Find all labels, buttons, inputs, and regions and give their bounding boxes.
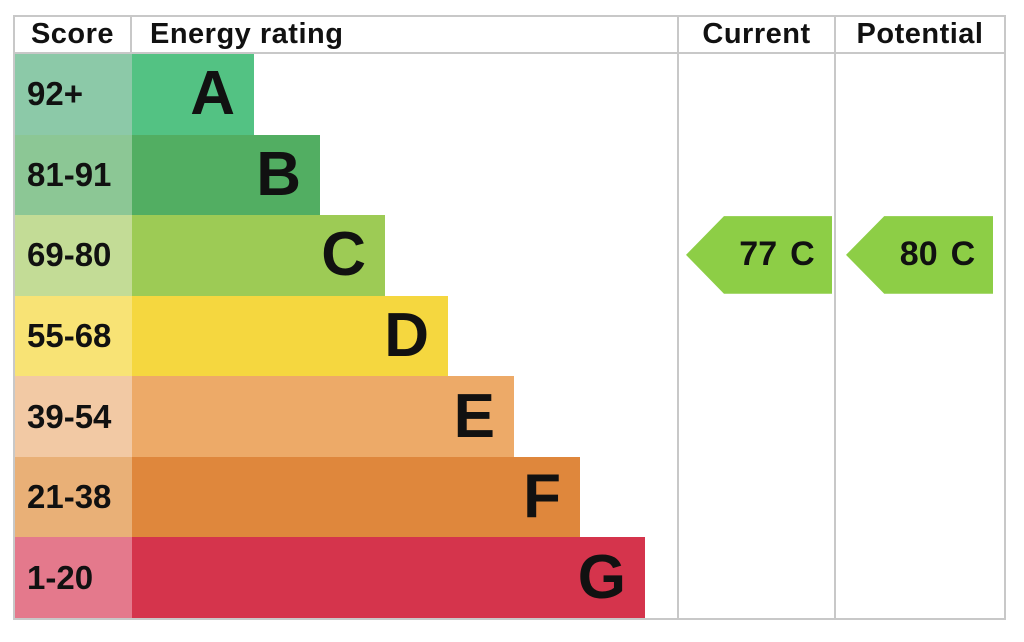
potential-rating-band: C xyxy=(950,235,976,274)
band-bar-g: G xyxy=(132,537,645,619)
potential-column-body: 80 C xyxy=(836,54,1004,618)
score-column: Score 92+ 81-91 69-80 55-68 39-54 21-38 … xyxy=(15,17,132,619)
energy-rating-column: Energy rating A B C D E F G xyxy=(132,17,679,619)
band-row: C xyxy=(132,215,677,296)
current-rating-value: 77 xyxy=(739,235,778,274)
potential-rating-arrow: 80 C xyxy=(846,216,993,294)
current-column-body: 77 C xyxy=(679,54,834,618)
current-header: Current xyxy=(679,17,834,54)
band-bar-b: B xyxy=(132,134,320,216)
potential-header: Potential xyxy=(836,17,1004,54)
current-rating-arrow: 77 C xyxy=(686,216,832,294)
score-range-g: 1-20 xyxy=(15,537,132,619)
score-range-b: 81-91 xyxy=(15,134,132,216)
band-row: E xyxy=(132,376,677,457)
band-row: B xyxy=(132,134,677,216)
energy-rating-body: A B C D E F G xyxy=(132,54,677,619)
score-range-a: 92+ xyxy=(15,54,132,135)
band-bar-e: E xyxy=(132,376,514,457)
current-column: Current 77 C xyxy=(679,17,836,618)
score-range-e: 39-54 xyxy=(15,376,132,457)
band-row: F xyxy=(132,456,677,538)
energy-rating-header: Energy rating xyxy=(132,17,677,54)
band-bar-d: D xyxy=(132,295,448,377)
band-row: G xyxy=(132,537,677,619)
score-range-d: 55-68 xyxy=(15,295,132,377)
score-range-c: 69-80 xyxy=(15,215,132,296)
band-bar-a: A xyxy=(132,54,254,135)
band-row: D xyxy=(132,295,677,377)
band-bar-c: C xyxy=(132,215,385,296)
score-range-f: 21-38 xyxy=(15,456,132,538)
potential-column: Potential 80 C xyxy=(836,17,1004,618)
score-header: Score xyxy=(15,17,132,54)
epc-rating-chart: Score 92+ 81-91 69-80 55-68 39-54 21-38 … xyxy=(13,15,1006,620)
potential-rating-value: 80 xyxy=(899,235,938,274)
band-bar-f: F xyxy=(132,456,580,538)
score-column-body: 92+ 81-91 69-80 55-68 39-54 21-38 1-20 xyxy=(15,54,132,619)
current-rating-band: C xyxy=(790,235,815,274)
band-row: A xyxy=(132,54,677,135)
